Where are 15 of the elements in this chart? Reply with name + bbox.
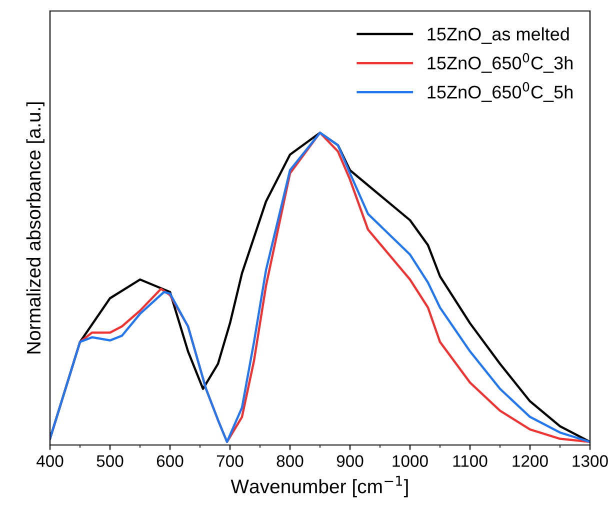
x-tick-label: 900 [336, 455, 364, 467]
x-axis-title: Wavenumber [cm$^{−1}$] [230, 476, 408, 498]
x-tick-label: 600 [156, 455, 184, 467]
x-tick-label: 1100 [453, 455, 488, 467]
legend-label: 15ZnO_as melted [428, 27, 569, 44]
x-tick-label: 400 [36, 455, 64, 467]
x-tick-label: 500 [96, 455, 124, 467]
legend-label: 15ZnO_650$^{0}$C_3h [428, 52, 572, 73]
x-tick-label: 800 [276, 455, 304, 467]
x-tick-label: 1200 [512, 455, 548, 467]
x-tick-label: 1000 [392, 455, 428, 467]
x-tick-label: 700 [216, 455, 244, 467]
y-axis-title: Normalized absorbance [a.u.] [26, 102, 44, 354]
legend-label: 15ZnO_650$^{0}$C_5h [428, 82, 572, 102]
x-tick-label: 1300 [572, 455, 608, 467]
